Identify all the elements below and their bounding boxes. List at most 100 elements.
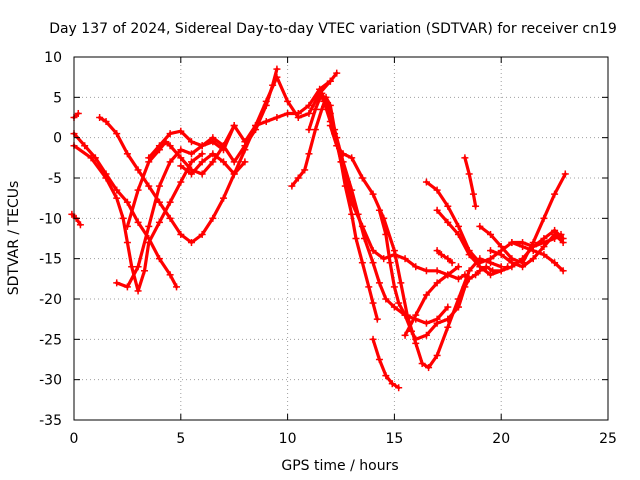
data-point-marker bbox=[166, 130, 174, 138]
data-point-marker bbox=[476, 222, 484, 230]
data-point-marker bbox=[422, 267, 430, 275]
data-point-marker bbox=[390, 247, 398, 255]
x-tick-label: 10 bbox=[279, 431, 297, 447]
data-point-marker bbox=[487, 247, 495, 255]
data-point-marker bbox=[425, 364, 433, 372]
data-point-marker bbox=[465, 267, 473, 275]
data-point-marker bbox=[369, 299, 377, 307]
y-tick-label: 5 bbox=[53, 90, 62, 106]
data-point-marker bbox=[388, 380, 396, 388]
data-point-marker bbox=[198, 170, 206, 178]
data-point-marker bbox=[412, 263, 420, 271]
data-point-marker bbox=[375, 279, 383, 287]
series-trace-12 bbox=[371, 337, 401, 390]
data-point-marker bbox=[390, 283, 398, 291]
data-point-marker bbox=[559, 267, 567, 275]
data-point-marker bbox=[380, 255, 388, 263]
data-point-marker bbox=[134, 166, 142, 174]
data-point-marker bbox=[241, 146, 249, 154]
data-point-marker bbox=[177, 178, 185, 186]
data-point-marker bbox=[358, 174, 366, 182]
data-point-marker bbox=[401, 311, 409, 319]
data-point-marker bbox=[198, 150, 206, 158]
y-tick-label: -5 bbox=[48, 171, 62, 187]
data-point-marker bbox=[540, 239, 548, 247]
data-point-marker bbox=[134, 218, 142, 226]
data-point-marker bbox=[305, 126, 313, 134]
data-point-marker bbox=[382, 230, 390, 238]
data-point-marker bbox=[326, 122, 334, 130]
data-point-marker bbox=[273, 65, 281, 73]
data-point-marker bbox=[465, 251, 473, 259]
data-point-marker bbox=[177, 154, 185, 162]
data-point-marker bbox=[529, 243, 537, 251]
data-point-marker bbox=[407, 327, 415, 335]
data-traces bbox=[68, 65, 569, 392]
data-point-marker bbox=[433, 279, 441, 287]
data-point-marker bbox=[155, 255, 163, 263]
data-point-marker bbox=[123, 222, 131, 230]
data-point-marker bbox=[187, 239, 195, 247]
x-tick-label: 20 bbox=[492, 431, 510, 447]
x-axis-label: GPS time / hours bbox=[281, 458, 398, 474]
data-point-marker bbox=[422, 178, 430, 186]
data-point-marker bbox=[469, 190, 477, 198]
data-point-marker bbox=[81, 142, 89, 150]
data-point-marker bbox=[166, 142, 174, 150]
data-point-marker bbox=[559, 239, 567, 247]
series-trace-6 bbox=[147, 79, 332, 160]
x-tick-label: 5 bbox=[176, 431, 185, 447]
data-point-marker bbox=[134, 263, 142, 271]
data-point-marker bbox=[461, 154, 469, 162]
x-tick-label: 15 bbox=[385, 431, 403, 447]
data-point-marker bbox=[358, 222, 366, 230]
data-point-marker bbox=[187, 158, 195, 166]
data-point-marker bbox=[557, 230, 565, 238]
data-point-marker bbox=[187, 170, 195, 178]
data-point-marker bbox=[529, 255, 537, 263]
data-point-marker bbox=[343, 178, 351, 186]
data-point-marker bbox=[301, 166, 309, 174]
data-point-marker bbox=[487, 255, 495, 263]
data-point-marker bbox=[198, 158, 206, 166]
data-point-marker bbox=[284, 97, 292, 105]
data-point-marker bbox=[284, 109, 292, 117]
data-point-marker bbox=[461, 283, 469, 291]
data-point-marker bbox=[311, 126, 319, 134]
data-point-marker bbox=[519, 263, 527, 271]
data-point-marker bbox=[472, 202, 480, 210]
data-point-marker bbox=[113, 194, 121, 202]
data-point-marker bbox=[487, 271, 495, 279]
data-point-marker bbox=[134, 186, 142, 194]
data-point-marker bbox=[540, 214, 548, 222]
data-point-marker bbox=[123, 150, 131, 158]
data-point-marker bbox=[294, 174, 302, 182]
data-point-marker bbox=[123, 198, 131, 206]
data-point-marker bbox=[454, 263, 462, 271]
series-trace-7 bbox=[179, 71, 339, 176]
data-point-marker bbox=[454, 303, 462, 311]
data-point-marker bbox=[177, 146, 185, 154]
data-point-marker bbox=[140, 267, 148, 275]
y-tick-label: -10 bbox=[39, 211, 62, 227]
data-point-marker bbox=[96, 114, 104, 121]
data-point-marker bbox=[102, 118, 110, 126]
data-point-marker bbox=[273, 73, 281, 81]
data-point-marker bbox=[433, 267, 441, 275]
plot-frame bbox=[73, 56, 609, 421]
data-point-marker bbox=[508, 239, 516, 247]
data-point-marker bbox=[220, 194, 228, 202]
data-point-marker bbox=[444, 202, 452, 210]
data-point-marker bbox=[540, 251, 548, 259]
data-point-marker bbox=[187, 150, 195, 158]
data-point-marker bbox=[348, 198, 356, 206]
data-point-marker bbox=[390, 303, 398, 311]
grid bbox=[74, 57, 608, 420]
data-point-marker bbox=[375, 356, 383, 363]
data-point-marker bbox=[369, 335, 377, 343]
data-point-marker bbox=[76, 221, 84, 229]
data-point-marker bbox=[472, 271, 480, 279]
data-point-marker bbox=[305, 109, 313, 117]
data-point-marker bbox=[220, 146, 228, 154]
series-trace-5 bbox=[125, 123, 236, 228]
